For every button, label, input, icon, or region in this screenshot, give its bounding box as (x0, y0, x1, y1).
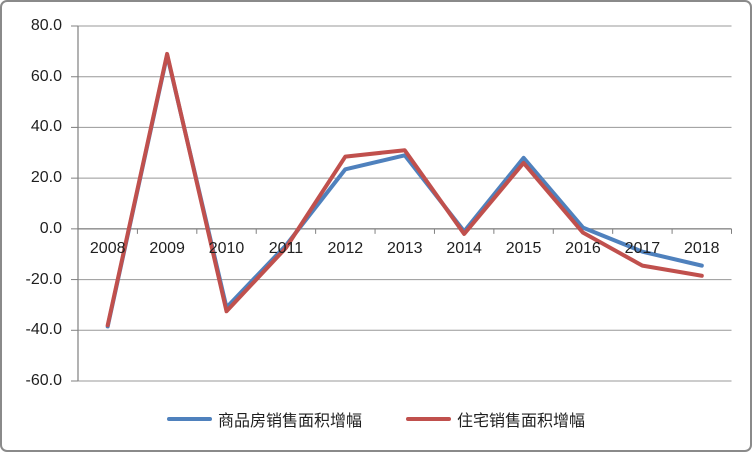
legend: 商品房销售面积增幅 住宅销售面积增幅 (2, 407, 750, 431)
x-axis-label: 2018 (683, 239, 720, 257)
y-tick-label: 40.0 (30, 118, 62, 136)
y-tick-label: 80.0 (30, 17, 62, 34)
x-axis-label: 2012 (327, 239, 364, 257)
y-tick-label: -60.0 (25, 372, 62, 389)
y-tick-label: 20.0 (30, 169, 62, 187)
x-axis-label: 2017 (624, 239, 661, 257)
legend-line-swatch-blue (166, 417, 212, 421)
x-axis-label: 2011 (268, 239, 304, 257)
x-axis-label: 2015 (505, 239, 542, 257)
y-tick-label: 60.0 (30, 67, 62, 85)
legend-item-commercial[interactable]: 商品房销售面积增幅 (166, 407, 362, 431)
x-axis-label: 2008 (89, 239, 126, 257)
x-axis-label: 2016 (565, 239, 601, 257)
y-tick-label: -20.0 (25, 270, 62, 288)
x-axis-label: 2009 (149, 239, 185, 257)
y-tick-label: 0.0 (39, 219, 62, 237)
x-axis-label: 2013 (386, 239, 423, 257)
legend-line-swatch-red (406, 417, 451, 421)
legend-label: 商品房销售面积增幅 (217, 413, 362, 430)
x-axis-label: 2010 (208, 239, 245, 257)
legend-label: 住宅销售面积增幅 (457, 413, 586, 430)
legend-item-residential[interactable]: 住宅销售面积增幅 (406, 407, 585, 431)
y-tick-label: -40.0 (25, 321, 62, 339)
series-line-1[interactable] (105, 51, 704, 328)
x-axis-label: 2014 (446, 239, 482, 257)
